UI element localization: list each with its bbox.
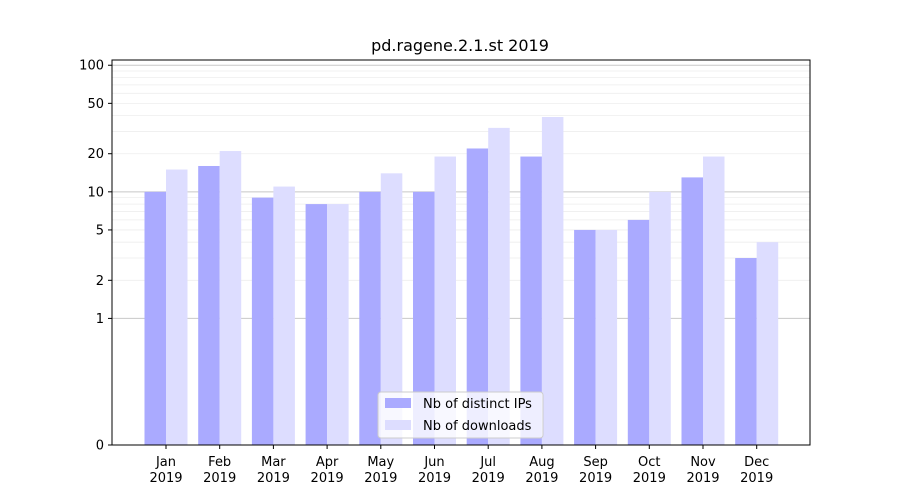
bar-distinct-ips: [359, 191, 381, 445]
x-tick-label: Nov 2019: [686, 455, 719, 486]
legend-label-downloads: Nb of downloads: [423, 419, 532, 434]
y-tick-label: 1: [96, 312, 104, 327]
bar-downloads: [434, 156, 456, 446]
bar-downloads: [327, 204, 349, 445]
x-tick-label: Dec 2019: [740, 455, 773, 486]
bar-downloads: [219, 151, 242, 445]
x-tick-label: Jul 2019: [472, 455, 505, 486]
legend-swatch-distinct-ips: [385, 398, 411, 408]
bar-downloads: [595, 229, 618, 445]
y-tick-label: 5: [96, 223, 104, 238]
y-tick-label: 2: [96, 274, 104, 289]
bar-downloads: [541, 117, 564, 446]
bar-downloads: [273, 186, 295, 446]
bar-downloads: [166, 169, 188, 445]
x-tick-label: Jan 2019: [149, 455, 182, 486]
legend-swatch-downloads: [385, 420, 411, 430]
y-tick-label: 10: [87, 185, 104, 200]
bar-distinct-ips: [251, 197, 274, 445]
plot-frame: [111, 59, 811, 446]
bar-distinct-ips: [520, 156, 542, 446]
legend-frame: [377, 391, 544, 439]
bar-distinct-ips: [735, 258, 757, 445]
y-tick-label: 100: [79, 59, 104, 74]
bar-distinct-ips: [627, 219, 650, 445]
bar-downloads: [756, 242, 779, 445]
bar-downloads: [380, 173, 403, 445]
bar-downloads: [703, 156, 725, 446]
legend: Nb of distinct IPs Nb of downloads: [377, 391, 544, 439]
bar-distinct-ips: [413, 191, 435, 445]
bar-distinct-ips: [305, 204, 328, 445]
y-tick-label: 50: [87, 97, 104, 112]
x-tick-label: Aug 2019: [525, 455, 558, 486]
bar-downloads: [488, 127, 510, 445]
bars-layer: [144, 117, 779, 446]
y-tick-label: 0: [96, 439, 104, 454]
x-tick-label: Apr 2019: [311, 455, 344, 486]
axes-layer: 0 1 2 5 10 20 50 100 Jan 2019 Feb 2019 Mar 2019 Apr 201…: [79, 59, 811, 486]
x-tick-label: Sep 2019: [579, 455, 612, 486]
x-tick-label: Mar 2019: [257, 455, 290, 486]
bar-distinct-ips: [574, 229, 596, 445]
x-tick-label: Jun 2019: [418, 455, 451, 486]
bar-distinct-ips: [681, 177, 703, 446]
legend-label-distinct-ips: Nb of distinct IPs: [423, 397, 532, 412]
chart-title: pd.ragene.2.1.st 2019: [371, 36, 549, 55]
x-tick-label: Oct 2019: [633, 455, 666, 486]
y-tick-label: 20: [87, 147, 104, 162]
x-tick-label: May 2019: [364, 455, 397, 486]
bar-distinct-ips: [466, 148, 489, 445]
bar-distinct-ips: [144, 191, 166, 445]
bar-downloads: [649, 191, 671, 445]
bar-distinct-ips: [198, 165, 220, 446]
x-tick-label: Feb 2019: [203, 455, 236, 486]
